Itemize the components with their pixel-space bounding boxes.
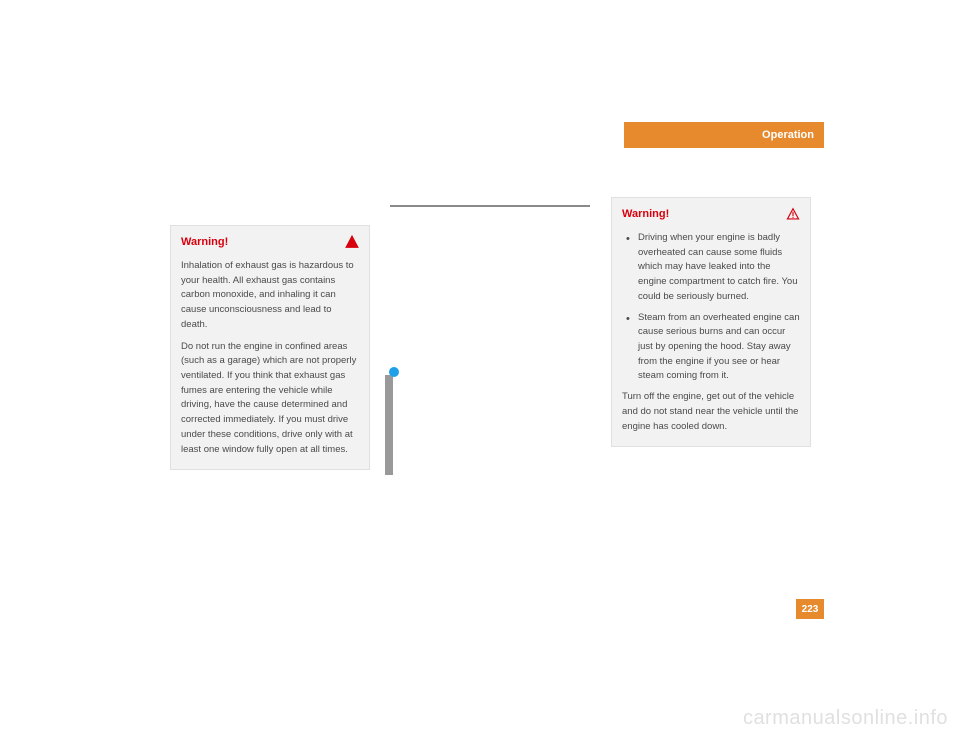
warning-bullet: Driving when your engine is badly overhe… — [622, 231, 800, 305]
column-divider — [390, 205, 590, 207]
warning-triangle-icon — [345, 235, 359, 249]
warning-body: Driving when your engine is badly overhe… — [612, 227, 810, 446]
warning-paragraph: Turn off the engine, get out of the vehi… — [622, 390, 800, 434]
warning-header: Warning! — [171, 226, 369, 255]
manual-page: Operation Warning! Inhalation of exhaust… — [0, 0, 960, 742]
warning-title: Warning! — [622, 208, 669, 220]
warning-body: Inhalation of exhaust gas is hazardous t… — [171, 255, 369, 469]
warning-paragraph: Do not run the engine in confined areas … — [181, 340, 359, 458]
section-header: Operation — [624, 122, 824, 148]
page-number-text: 223 — [802, 604, 819, 615]
warning-bullet-list: Driving when your engine is badly overhe… — [622, 231, 800, 384]
warning-title: Warning! — [181, 236, 228, 248]
watermark-text: carmanualsonline.info — [743, 707, 948, 730]
side-tab-indicator — [385, 375, 393, 475]
section-title: Operation — [762, 129, 814, 141]
warning-box-exhaust: Warning! Inhalation of exhaust gas is ha… — [170, 225, 370, 470]
warning-header: Warning! — [612, 198, 810, 227]
page-number: 223 — [796, 599, 824, 619]
warning-paragraph: Inhalation of exhaust gas is hazardous t… — [181, 259, 359, 333]
warning-bullet: Steam from an overheated engine can caus… — [622, 311, 800, 385]
warning-box-overheat: Warning! Driving when your engine is bad… — [611, 197, 811, 447]
warning-triangle-icon — [786, 207, 800, 221]
